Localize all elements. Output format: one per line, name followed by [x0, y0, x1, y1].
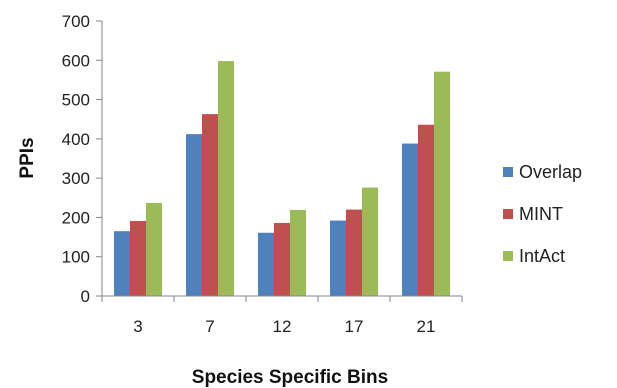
bar-intact-17 — [362, 187, 378, 296]
x-tick-label: 3 — [133, 317, 142, 336]
bar-mint-7 — [202, 114, 218, 296]
y-axis-ticks: 0 100 200 300 400 500 600 700 — [62, 12, 102, 306]
y-tick-label: 500 — [62, 91, 90, 110]
y-tick-label: 700 — [62, 12, 90, 31]
bar-intact-21 — [434, 71, 450, 296]
bar-mint-17 — [346, 209, 362, 296]
bar-intact-7 — [218, 61, 234, 297]
legend-swatch-overlap — [503, 167, 513, 177]
bar-overlap-21 — [402, 143, 418, 296]
x-tick-label: 21 — [417, 317, 436, 336]
bar-mint-21 — [418, 124, 434, 296]
legend-label-intact: IntAct — [519, 246, 565, 266]
bar-overlap-12 — [258, 232, 274, 296]
y-tick-label: 100 — [62, 248, 90, 267]
y-tick-label: 200 — [62, 208, 90, 227]
x-tick-label: 12 — [273, 317, 292, 336]
bar-mint-12 — [274, 222, 290, 296]
bar-intact-3 — [146, 202, 162, 296]
x-tick-label: 17 — [345, 317, 364, 336]
y-tick-label: 600 — [62, 51, 90, 70]
x-axis-title: Species Specific Bins — [192, 367, 388, 388]
bars — [114, 61, 450, 297]
y-axis-title: PPIs — [17, 137, 38, 178]
x-axis-ticks: 3 7 12 17 21 — [101, 296, 463, 336]
bar-mint-3 — [130, 220, 146, 296]
bar-overlap-17 — [330, 220, 346, 296]
bar-overlap-7 — [186, 134, 202, 296]
x-tick-label: 7 — [205, 317, 214, 336]
y-tick-label: 400 — [62, 130, 90, 149]
bar-overlap-3 — [114, 231, 130, 296]
legend-swatch-mint — [503, 209, 513, 219]
legend-swatch-intact — [503, 251, 513, 261]
bar-intact-12 — [290, 209, 306, 296]
legend-label-overlap: Overlap — [519, 162, 582, 182]
legend: Overlap MINT IntAct — [503, 162, 582, 266]
y-tick-label: 0 — [81, 287, 90, 306]
y-tick-label: 300 — [62, 169, 90, 188]
legend-label-mint: MINT — [519, 204, 563, 224]
